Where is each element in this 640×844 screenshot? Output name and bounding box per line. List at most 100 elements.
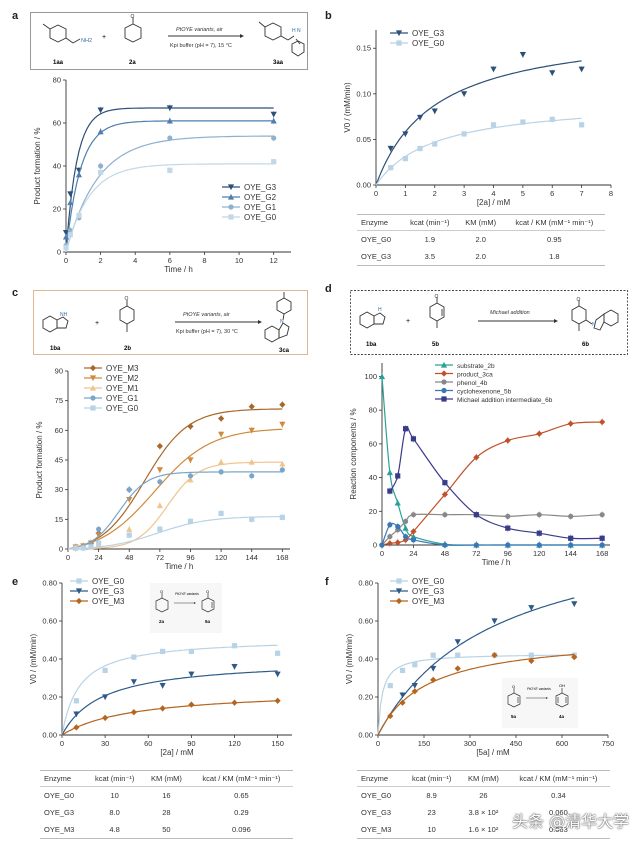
legend-item: OYE_G3 [70,587,125,596]
series-oye-g0 [375,116,585,186]
compound-label-1aa: 1aa [53,60,64,66]
table-header: Enzyme [357,214,402,231]
legend-marker [75,588,83,595]
data-point [218,415,225,422]
y-tick-label: 0 [373,541,377,550]
chart-d-reaction-components: 0 20 40 60 80 100 0 24 48 72 96 120 144 168 Time / h Re… [349,361,610,567]
y-axis-label: Product formation / % [35,422,44,499]
nh2-label: NH2 [81,38,92,44]
data-point [157,526,163,532]
y-tick-label: 30 [55,485,63,494]
table-header: KM (mM) [143,770,190,787]
data-point [102,714,109,721]
table-cell: 10 [110,791,119,800]
data-point [491,618,498,625]
legend-marker [227,193,235,200]
fit-curve [381,522,603,546]
legend-label: OYE_G1 [244,203,277,212]
series-oye-g0 [67,509,285,552]
data-point [505,525,511,531]
series-oye-g3 [61,663,281,736]
data-point [387,712,394,720]
legend-item: OYE_G0 [390,577,445,586]
data-point [73,724,80,731]
chart-b-kinetics-2a: 0.00 0.05 0.10 0.15 0 1 2 3 4 5 6 7 8 [2a] / mM V0 / (… [343,29,613,207]
molecule-6b [571,300,619,331]
compound-label-5b: 5b [432,342,439,348]
x-tick-label: 0 [66,553,70,562]
data-point [102,667,108,673]
data-point [505,513,511,519]
y-tick-label: 60 [53,119,61,128]
legend-item: OYE_M1 [84,384,139,393]
data-point [62,230,70,236]
legend-marker [440,361,448,368]
watermark: 头条 @清华大学 [512,812,630,831]
conditions-top: Michael addition [490,310,530,316]
y-tick-label: 0.60 [42,617,57,626]
data-point [410,512,417,518]
y-tick-label: 0.20 [358,693,373,702]
x-tick-label: 144 [245,553,258,562]
legend-marker [441,396,447,402]
legend-label: OYE_M3 [412,597,445,606]
data-point [386,469,393,476]
data-point [430,665,437,672]
legend-marker [440,370,448,377]
data-point [279,460,286,467]
data-point [568,535,574,541]
data-point [387,683,393,689]
oxygen-atom: O [435,294,439,300]
x-tick-label: 120 [215,553,228,562]
y-axis-label: Reaction components / % [349,408,358,499]
data-point [442,512,448,518]
data-point [160,648,166,654]
x-tick-label: 24 [409,549,417,558]
legend-item: OYE_G3 [390,29,445,38]
panel-letter-a: a [12,10,19,22]
data-point [159,705,166,712]
legend-label: OYE_G3 [92,587,125,596]
panel-letter-f: f [325,576,329,588]
data-point [159,683,166,689]
table-cell: OYE_G3 [361,808,392,817]
series-oye-g3 [375,51,585,186]
data-point [571,601,578,607]
data-point [62,233,70,240]
y-tick-label: 15 [55,515,63,524]
inset-conditions: PtOYE variants [527,687,551,691]
legend-item: OYE_G0 [84,404,139,413]
data-point [270,117,277,124]
table-header: kcat / KM (mM⁻¹ min⁻¹) [506,770,610,787]
y-tick-label: 0 [59,545,63,554]
data-point [218,469,224,475]
y-tick-label: 0 [57,248,61,257]
series-oye-g3 [377,597,578,736]
data-point [249,516,255,522]
panel-letter-c: c [12,287,19,299]
chart-e-kinetics-2a: 0.00 0.20 0.40 0.60 0.80 0 30 60 90 120 150 [2a] / … [29,577,292,757]
table-cell: 1.9 [424,235,436,244]
legend-marker [89,384,97,391]
y-tick-label: 40 [53,162,61,171]
molecule-1aa [42,23,81,44]
y-axis-label: V0 / (mM/min) [343,82,352,133]
legend-label: cyclohexenone_5b [457,388,512,395]
y-tick-label: 0.80 [42,579,57,588]
fit-curve [67,471,283,550]
nh-label-1ba: NH [60,312,68,318]
y-tick-label: 100 [364,372,377,381]
data-point [388,165,394,171]
series-oye-m2 [67,420,286,551]
data-point [490,122,497,128]
table-row: OYE_G0 8.9 26 0.34 [357,787,610,805]
plus-sign: + [102,34,106,41]
x-axis-label: [2a] / mM [477,198,511,207]
legend-item: OYE_M2 [84,374,139,383]
data-point [279,467,285,473]
x-tick-label: 750 [602,739,615,748]
data-point [248,403,255,410]
compound-label-3ca: 3ca [279,348,290,354]
data-point [88,544,94,550]
